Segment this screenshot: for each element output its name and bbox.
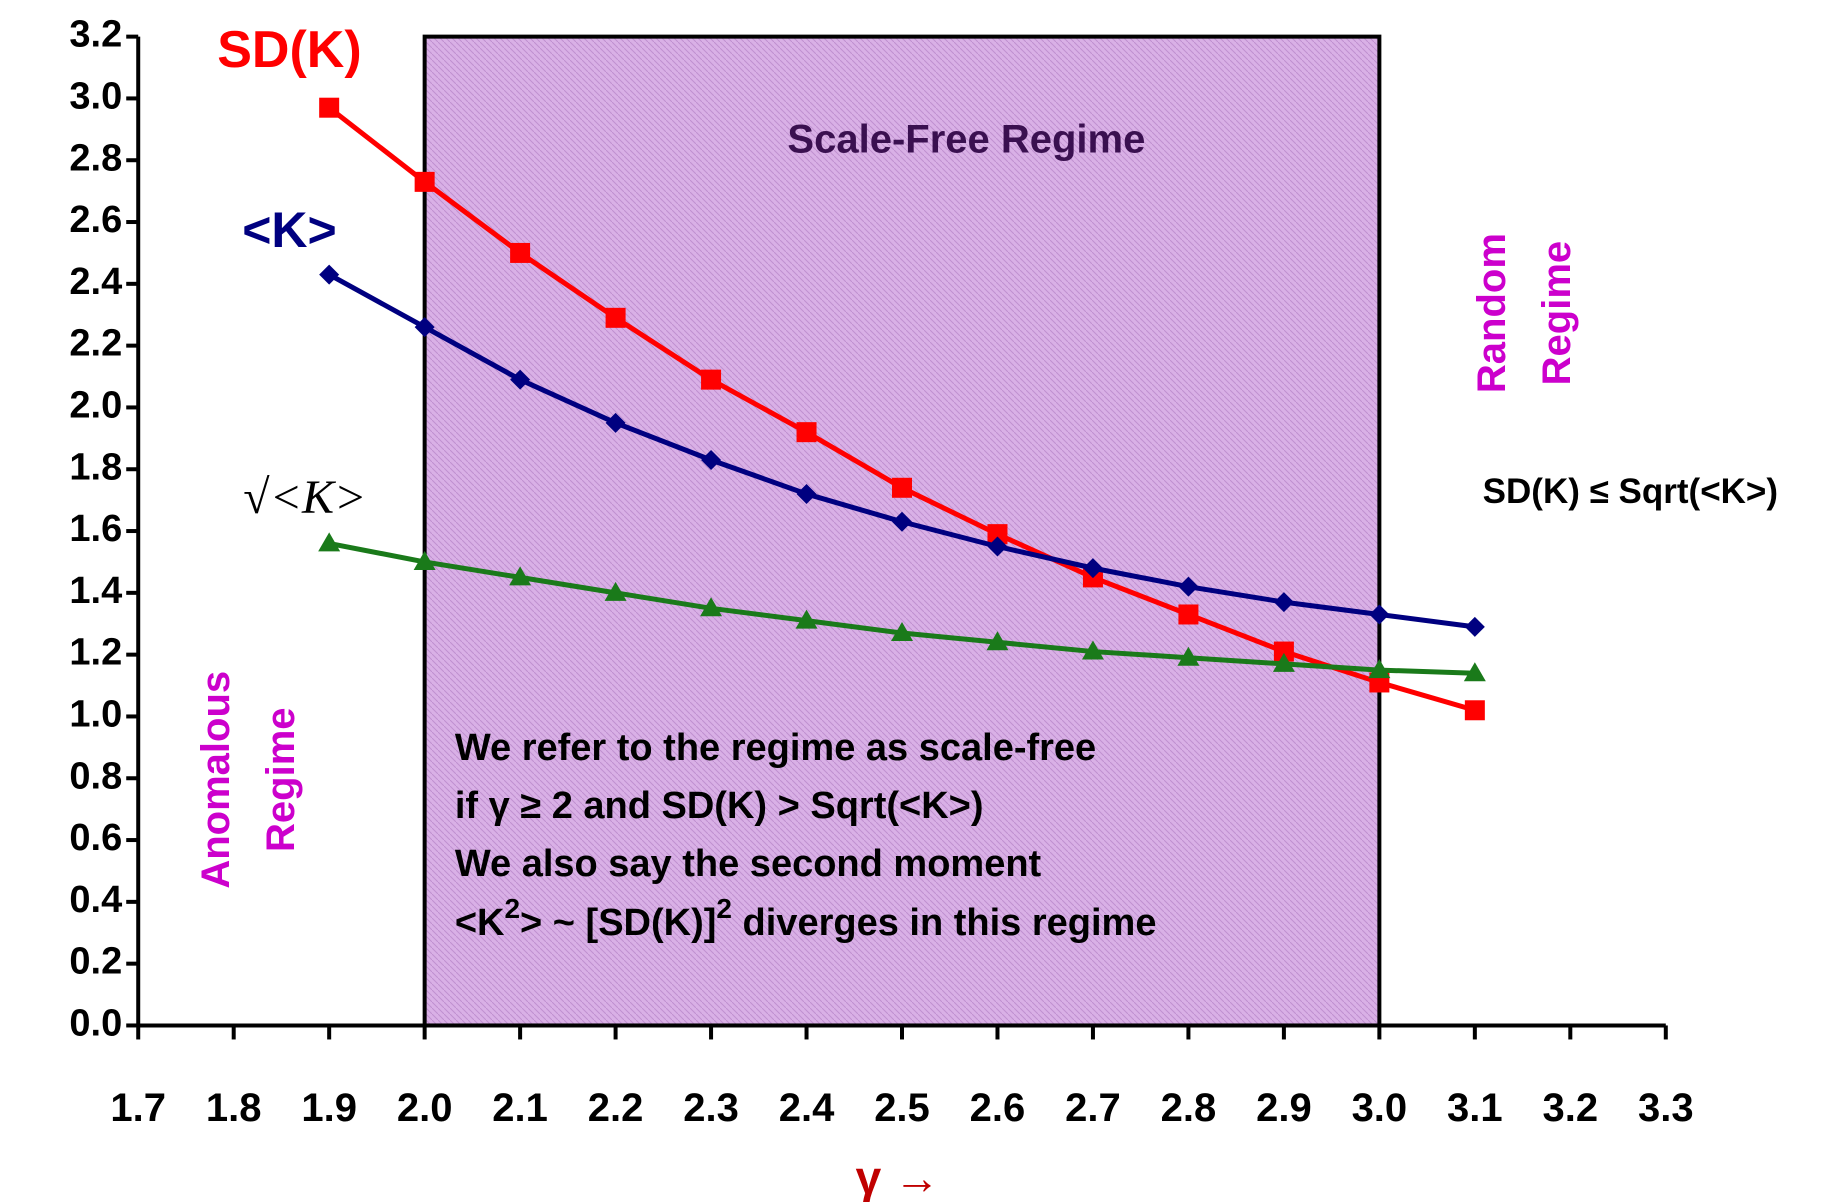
- x-tick-label: 2.5: [874, 1086, 930, 1130]
- marker: [1369, 604, 1390, 625]
- x-tick-label: 2.4: [779, 1086, 835, 1130]
- marker: [1368, 659, 1391, 679]
- marker: [510, 369, 531, 390]
- note-part: > ~ [SD(K)]: [520, 902, 716, 944]
- x-tick-label: 3.0: [1352, 1086, 1408, 1130]
- x-tick-label: 2.0: [397, 1086, 453, 1130]
- marker: [891, 622, 914, 642]
- marker: [987, 536, 1008, 557]
- x-tick-label: 3.1: [1447, 1086, 1503, 1130]
- marker: [892, 477, 913, 498]
- region-label: Scale-Free Regime: [787, 117, 1145, 161]
- marker: [1082, 558, 1103, 579]
- x-tick-label: 2.8: [1161, 1086, 1217, 1130]
- x-tick-label: 2.1: [492, 1086, 548, 1130]
- series-label: SD(K): [217, 21, 361, 79]
- note-part: 2: [716, 893, 732, 924]
- x-tick-label: 1.8: [206, 1086, 262, 1130]
- marker: [701, 449, 722, 470]
- y-tick-label: 2.4: [69, 261, 122, 303]
- marker: [605, 412, 626, 433]
- marker: [700, 597, 723, 617]
- y-tick-label: 2.2: [69, 323, 122, 365]
- marker: [510, 242, 531, 263]
- y-tick-label: 1.2: [69, 632, 122, 674]
- marker: [796, 483, 817, 504]
- marker: [1273, 592, 1294, 613]
- y-tick-label: 0.6: [69, 817, 122, 859]
- x-tick-label: 3.2: [1543, 1086, 1599, 1130]
- x-tick-label: 2.3: [683, 1086, 739, 1130]
- y-tick-label: 1.0: [69, 693, 122, 735]
- y-tick-label: 1.8: [69, 446, 122, 488]
- y-tick-label: 0.0: [69, 1002, 122, 1044]
- anomalous-regime: Anomalous: [194, 671, 238, 889]
- marker: [1177, 646, 1200, 666]
- y-tick-label: 1.4: [69, 570, 122, 612]
- marker: [1463, 662, 1486, 682]
- marker: [413, 550, 436, 570]
- note-line: We also say the second moment: [455, 843, 1042, 885]
- y-tick-label: 3.0: [69, 75, 122, 117]
- y-tick-label: 2.6: [69, 199, 122, 241]
- x-tick-label: 2.6: [970, 1086, 1026, 1130]
- y-tick-label: 2.8: [69, 137, 122, 179]
- x-tick-label: 3.3: [1638, 1086, 1694, 1130]
- marker: [1273, 641, 1294, 662]
- x-tick-label: 2.7: [1065, 1086, 1121, 1130]
- note-line: if γ ≥ 2 and SD(K) > Sqrt(<K>): [455, 785, 984, 827]
- marker: [796, 422, 817, 443]
- series-label: <K>: [242, 202, 337, 258]
- marker: [604, 581, 627, 601]
- marker: [1178, 604, 1199, 625]
- marker: [701, 369, 722, 390]
- marker: [795, 609, 818, 629]
- marker: [1464, 700, 1485, 721]
- x-tick-label: 2.2: [588, 1086, 644, 1130]
- note-part: diverges in this regime: [732, 902, 1156, 944]
- anomalous-regime: Regime: [259, 707, 303, 852]
- marker: [1272, 652, 1295, 672]
- marker: [318, 532, 341, 552]
- marker: [987, 524, 1008, 545]
- marker: [605, 307, 626, 328]
- note-part: <K: [455, 902, 505, 944]
- marker: [1081, 640, 1104, 660]
- series-label: √<K>: [243, 471, 366, 524]
- marker: [1464, 616, 1485, 637]
- y-tick-label: 0.2: [69, 941, 122, 983]
- note-part: 2: [504, 893, 520, 924]
- marker: [1178, 576, 1199, 597]
- note-line: We refer to the regime as scale-free: [455, 727, 1096, 769]
- marker: [414, 171, 435, 192]
- marker: [986, 631, 1009, 651]
- marker: [414, 317, 435, 338]
- marker: [509, 566, 532, 586]
- marker: [319, 97, 340, 118]
- random-condition: SD(K) ≤ Sqrt(<K>): [1483, 472, 1778, 511]
- x-axis-label: γ →: [856, 1152, 940, 1202]
- y-tick-label: 1.6: [69, 508, 122, 550]
- marker: [892, 511, 913, 532]
- y-tick-label: 2.0: [69, 384, 122, 426]
- y-tick-label: 3.2: [69, 14, 122, 56]
- random-regime: Regime: [1535, 241, 1579, 386]
- x-tick-label: 1.7: [110, 1086, 166, 1130]
- note-line: <K2> ~ [SD(K)]2 diverges in this regime: [455, 893, 1157, 944]
- x-tick-label: 2.9: [1256, 1086, 1312, 1130]
- y-tick-label: 0.4: [69, 879, 122, 921]
- random-regime: Random: [1470, 233, 1514, 393]
- x-tick-label: 1.9: [301, 1086, 357, 1130]
- y-tick-label: 0.8: [69, 755, 122, 797]
- marker: [319, 264, 340, 285]
